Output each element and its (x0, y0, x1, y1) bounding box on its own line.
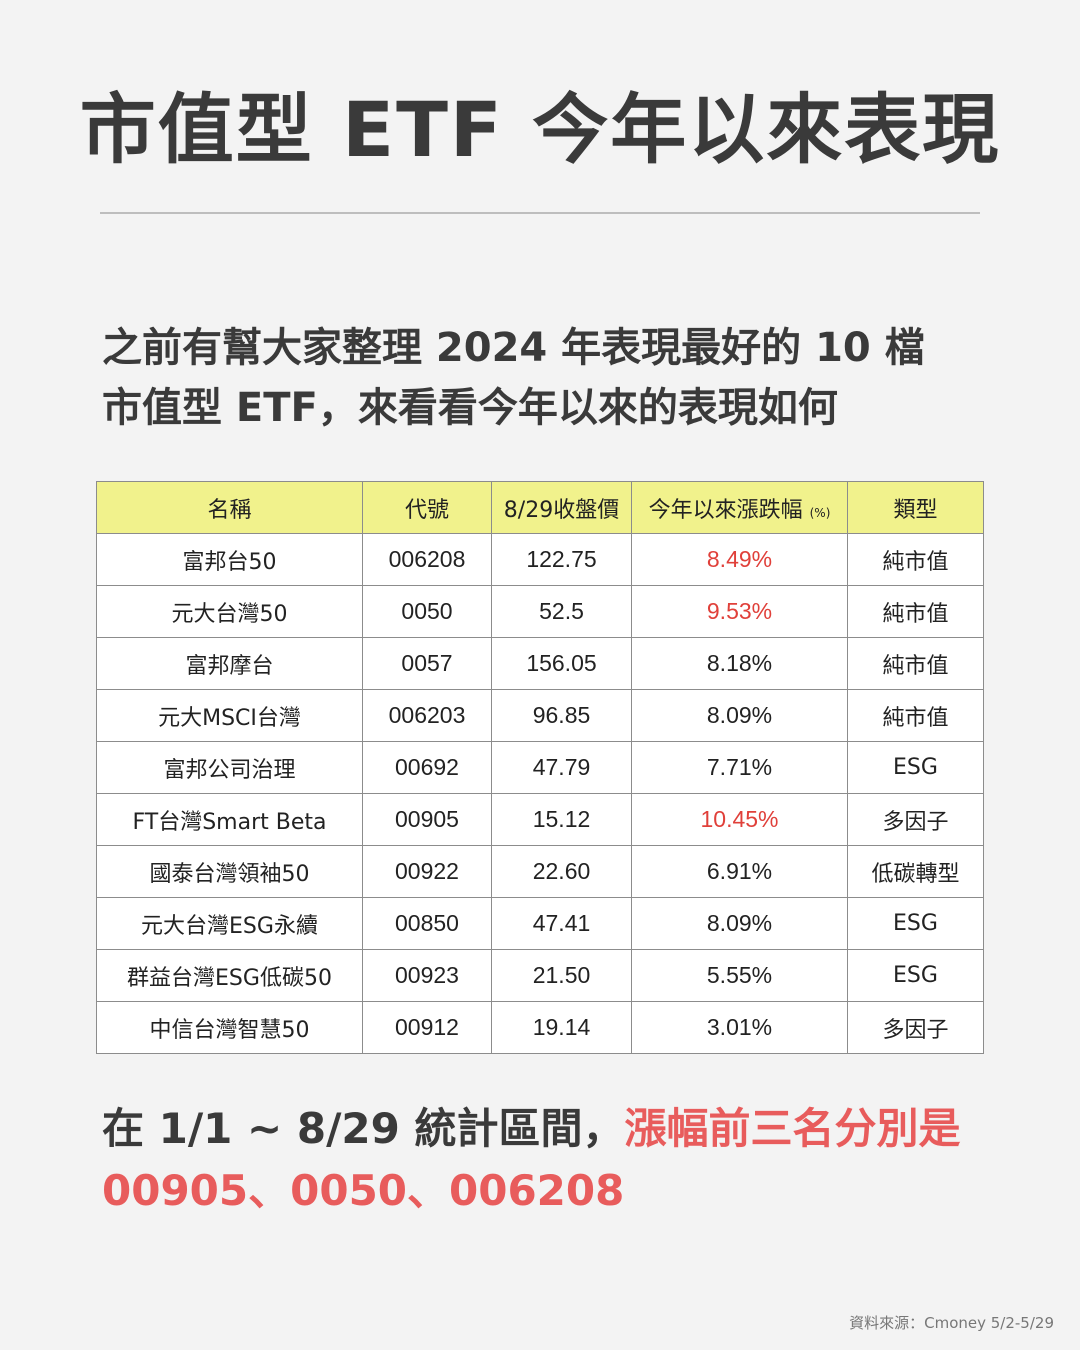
cell-type: 低碳轉型 (847, 845, 984, 898)
intro-line-2: 市值型 ETF，來看看今年以來的表現如何 (102, 385, 838, 431)
header-change-label: 今年以來漲跌幅 (648, 497, 803, 523)
cell-change: 8.09% (631, 689, 848, 742)
cell-name: 元大MSCI台灣 (96, 689, 363, 742)
cell-change: 8.09% (631, 897, 848, 950)
cell-type: 純市值 (847, 637, 984, 690)
header-change-unit: (%) (809, 505, 831, 520)
cell-code: 00905 (362, 793, 492, 846)
cell-change: 5.55% (631, 949, 848, 1002)
header-code: 代號 (362, 481, 492, 534)
cell-code: 00923 (362, 949, 492, 1002)
cell-price: 21.50 (491, 949, 632, 1002)
table-row: 群益台灣ESG低碳50 00923 21.50 5.55% ESG (96, 949, 984, 1002)
cell-name: 富邦摩台 (96, 637, 363, 690)
cell-price: 96.85 (491, 689, 632, 742)
cell-price: 52.5 (491, 585, 632, 638)
page-title: 市值型 ETF 今年以來表現 (79, 85, 1001, 174)
cell-type: 純市值 (847, 533, 984, 586)
summary-highlight-1: 漲幅前三名分別是 (624, 1104, 961, 1153)
cell-name: 元大台灣ESG永續 (96, 897, 363, 950)
cell-price: 122.75 (491, 533, 632, 586)
cell-code: 00850 (362, 897, 492, 950)
cell-change: 7.71% (631, 741, 848, 794)
cell-name: 中信台灣智慧50 (96, 1001, 363, 1054)
cell-code: 00912 (362, 1001, 492, 1054)
source-note: 資料來源：Cmoney 5/2-5/29 (849, 1314, 1054, 1332)
table-row: 富邦摩台 0057 156.05 8.18% 純市值 (96, 637, 984, 690)
cell-type: ESG (847, 897, 984, 950)
cell-change: 10.45% (631, 793, 848, 846)
cell-change: 9.53% (631, 585, 848, 638)
cell-code: 00922 (362, 845, 492, 898)
cell-code: 0057 (362, 637, 492, 690)
cell-code: 006208 (362, 533, 492, 586)
table-row: 元大台灣ESG永續 00850 47.41 8.09% ESG (96, 897, 984, 950)
cell-change: 8.18% (631, 637, 848, 690)
summary-prefix: 在 1/1 ~ 8/29 統計區間， (102, 1104, 625, 1153)
cell-price: 15.12 (491, 793, 632, 846)
cell-code: 0050 (362, 585, 492, 638)
cell-name: 元大台灣50 (96, 585, 363, 638)
summary-text: 在 1/1 ~ 8/29 統計區間，漲幅前三名分別是 00905、0050、00… (102, 1098, 1042, 1222)
header-type: 類型 (847, 481, 984, 534)
cell-price: 22.60 (491, 845, 632, 898)
table-row: 元大台灣50 0050 52.5 9.53% 純市值 (96, 585, 984, 638)
cell-name: 富邦公司治理 (96, 741, 363, 794)
cell-change: 8.49% (631, 533, 848, 586)
table-row: 富邦公司治理 00692 47.79 7.71% ESG (96, 741, 984, 794)
cell-name: FT台灣Smart Beta (96, 793, 363, 846)
etf-table: 名稱 代號 8/29收盤價 今年以來漲跌幅 (%) 類型 富邦台50 006208… (96, 481, 984, 1054)
cell-type: 純市值 (847, 689, 984, 742)
header-name: 名稱 (96, 481, 363, 534)
header-price: 8/29收盤價 (491, 481, 632, 534)
cell-code: 00692 (362, 741, 492, 794)
cell-price: 47.41 (491, 897, 632, 950)
cell-type: 多因子 (847, 793, 984, 846)
cell-name: 富邦台50 (96, 533, 363, 586)
table-row: 富邦台50 006208 122.75 8.49% 純市值 (96, 533, 984, 586)
cell-type: 多因子 (847, 1001, 984, 1054)
cell-name: 群益台灣ESG低碳50 (96, 949, 363, 1002)
cell-name: 國泰台灣領袖50 (96, 845, 363, 898)
cell-type: 純市值 (847, 585, 984, 638)
cell-price: 156.05 (491, 637, 632, 690)
table-row: 元大MSCI台灣 006203 96.85 8.09% 純市值 (96, 689, 984, 742)
title-divider (100, 212, 980, 214)
cell-change: 3.01% (631, 1001, 848, 1054)
table-row: FT台灣Smart Beta 00905 15.12 10.45% 多因子 (96, 793, 984, 846)
summary-line-1: 在 1/1 ~ 8/29 統計區間，漲幅前三名分別是 (102, 1098, 1042, 1160)
table-row: 國泰台灣領袖50 00922 22.60 6.91% 低碳轉型 (96, 845, 984, 898)
summary-highlight-2: 00905、0050、006208 (102, 1166, 625, 1215)
table-row: 中信台灣智慧50 00912 19.14 3.01% 多因子 (96, 1001, 984, 1054)
cell-change: 6.91% (631, 845, 848, 898)
cell-price: 47.79 (491, 741, 632, 794)
cell-type: ESG (847, 949, 984, 1002)
cell-type: ESG (847, 741, 984, 794)
cell-price: 19.14 (491, 1001, 632, 1054)
cell-code: 006203 (362, 689, 492, 742)
intro-line-1: 之前有幫大家整理 2024 年表現最好的 10 檔 (102, 325, 925, 371)
intro-text: 之前有幫大家整理 2024 年表現最好的 10 檔 市值型 ETF，來看看今年以… (102, 318, 1002, 438)
header-change: 今年以來漲跌幅 (%) (631, 481, 848, 534)
table-header-row: 名稱 代號 8/29收盤價 今年以來漲跌幅 (%) 類型 (96, 481, 984, 534)
